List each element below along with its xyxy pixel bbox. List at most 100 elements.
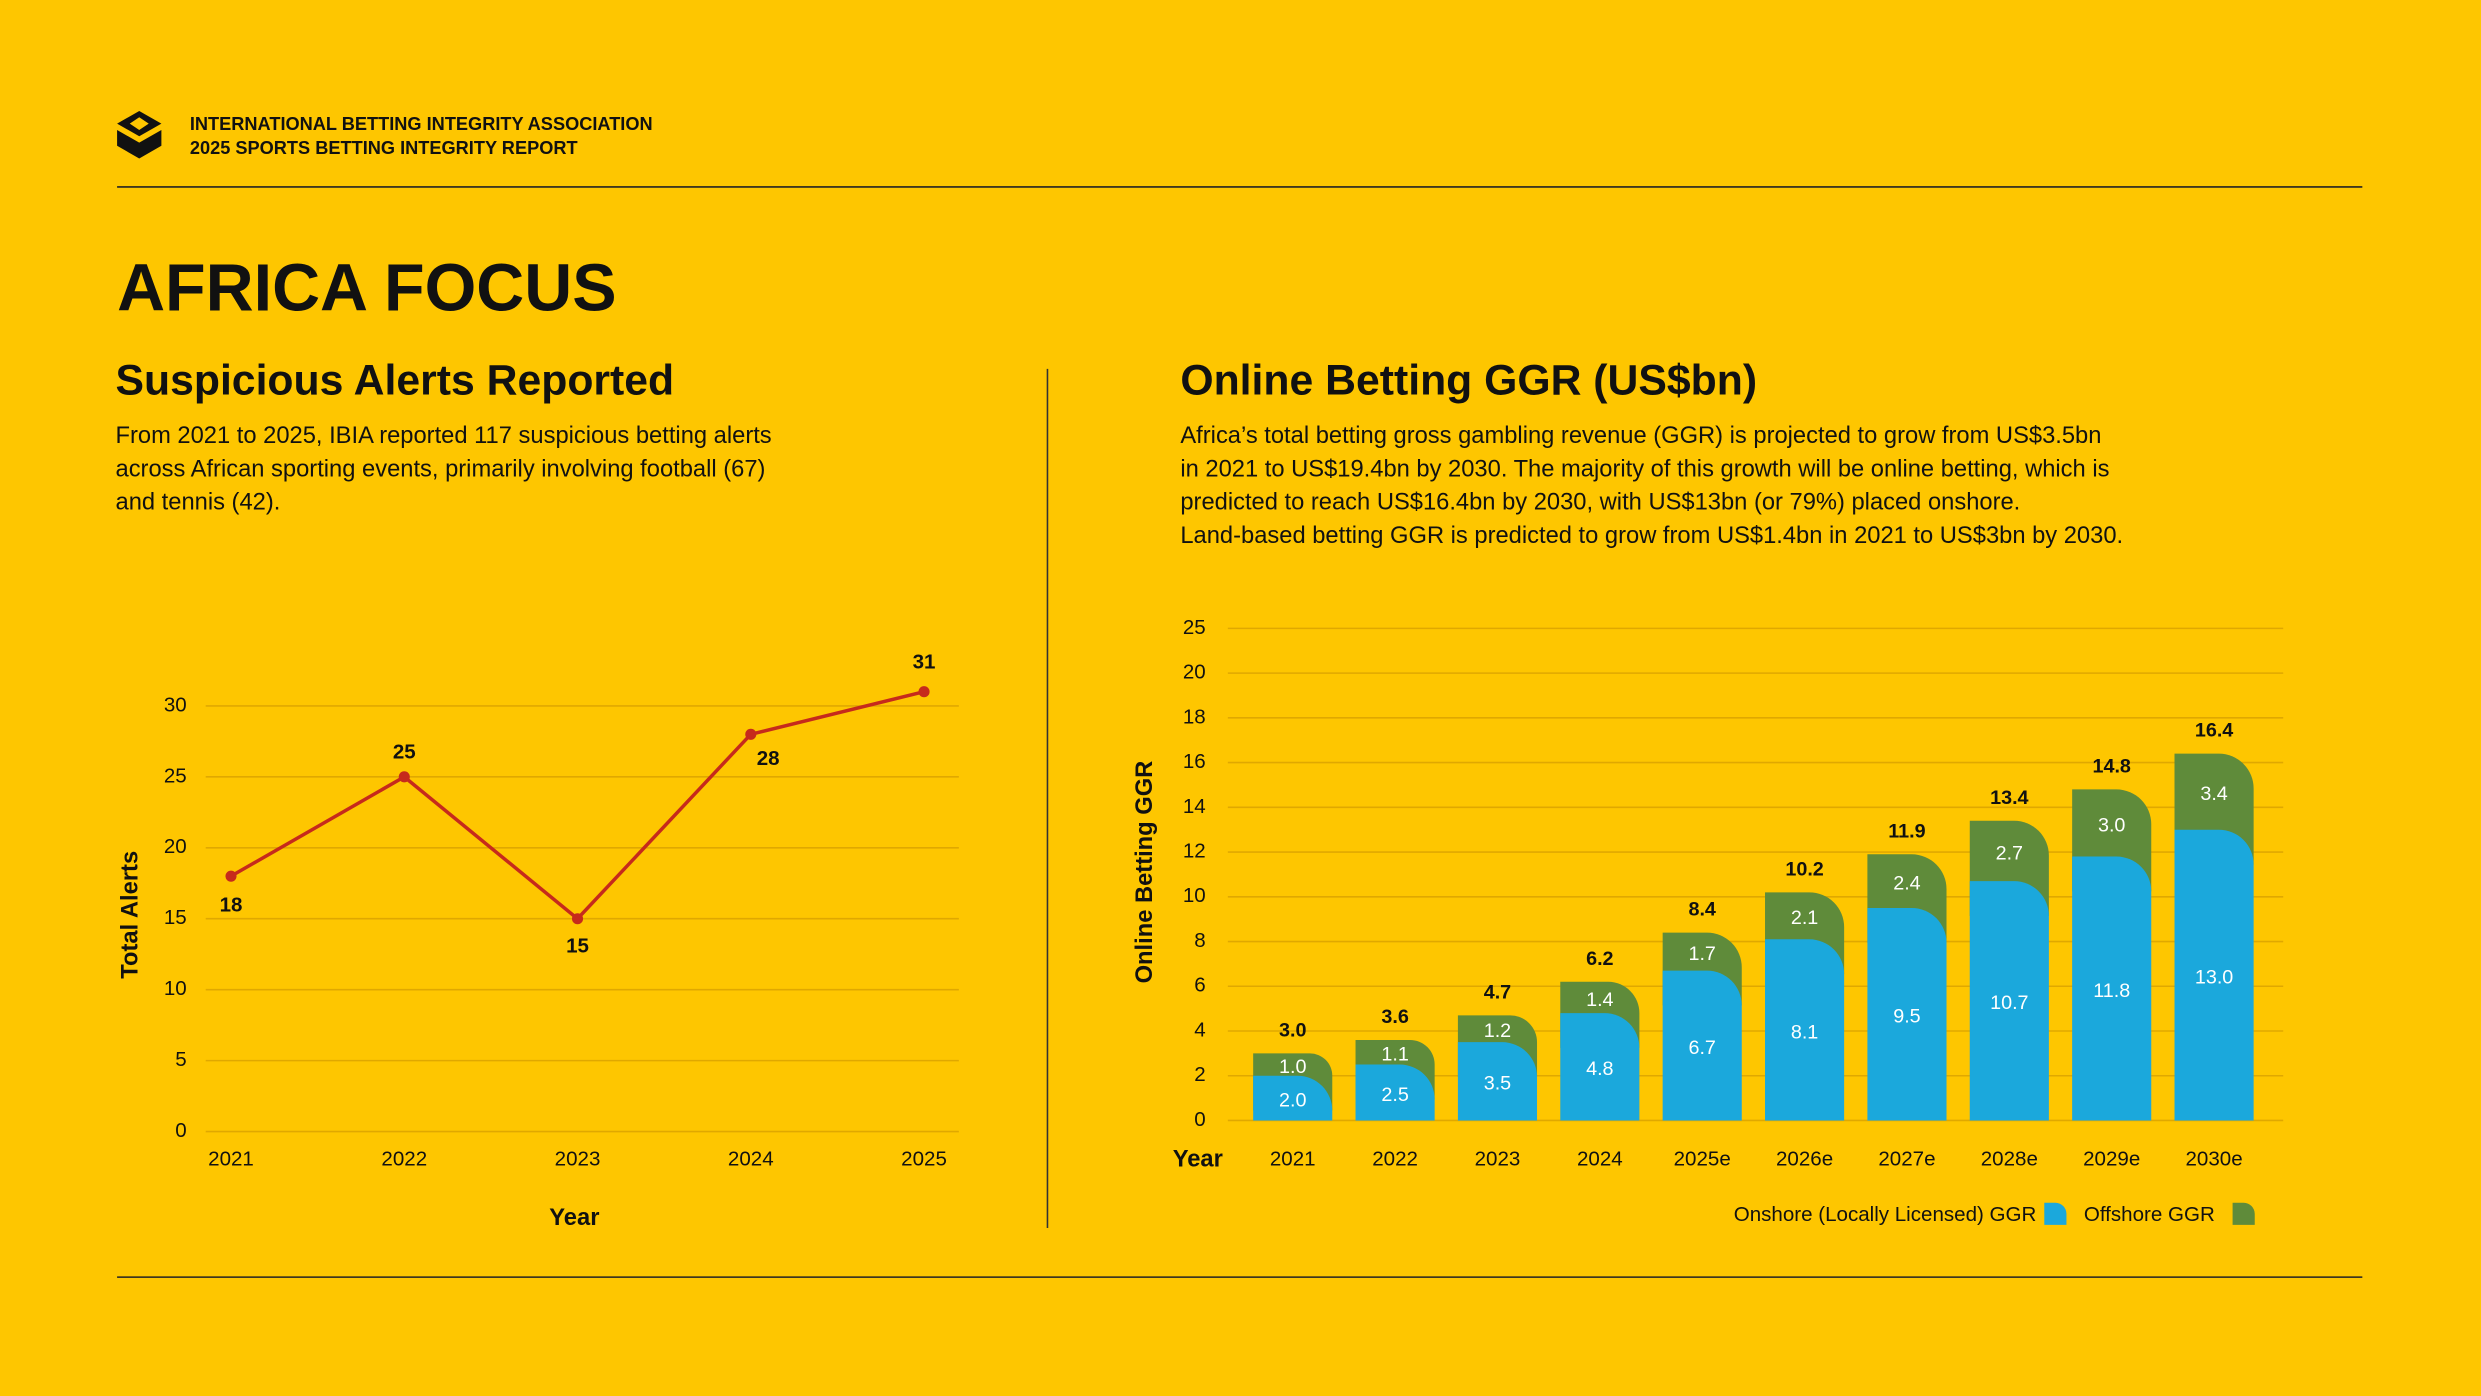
segment-label: 10.7 bbox=[1990, 992, 2028, 1014]
segment-label: 9.5 bbox=[1893, 1006, 1920, 1028]
data-label: 18 bbox=[220, 894, 243, 917]
segment-label: 8.1 bbox=[1791, 1021, 1818, 1043]
x-tick-label: 2029e bbox=[2083, 1147, 2140, 1170]
data-label: 31 bbox=[913, 651, 936, 674]
x-tick-label: 2022 bbox=[1372, 1147, 1418, 1170]
y-tick-label: 8 bbox=[1194, 929, 1205, 952]
x-tick-label: 2025e bbox=[1674, 1147, 1731, 1170]
segment-label: 3.4 bbox=[2200, 783, 2227, 805]
chart-description: and tennis (42). bbox=[116, 490, 281, 516]
segment-label: 2.4 bbox=[1893, 873, 1920, 895]
bar-segment bbox=[1867, 907, 1947, 1121]
segment-label: 1.2 bbox=[1484, 1020, 1511, 1042]
y-tick-label: 16 bbox=[1183, 750, 1206, 773]
chart-description: Land-based betting GGR is predicted to g… bbox=[1180, 523, 2123, 549]
data-point bbox=[225, 870, 237, 882]
total-label: 3.0 bbox=[1279, 1019, 1306, 1041]
total-label: 13.4 bbox=[1990, 787, 2028, 809]
y-tick-label: 6 bbox=[1194, 974, 1205, 997]
segment-label: 2.1 bbox=[1791, 907, 1818, 929]
chart-description: Africa’s total betting gross gambling re… bbox=[1180, 423, 2101, 449]
total-label: 4.7 bbox=[1484, 981, 1511, 1003]
segment-label: 4.8 bbox=[1586, 1058, 1613, 1080]
bar-segment bbox=[2174, 829, 2254, 1121]
x-tick-label: 2025 bbox=[901, 1147, 947, 1170]
legend-swatch bbox=[2044, 1202, 2067, 1225]
segment-label: 11.8 bbox=[2093, 980, 2130, 1002]
x-tick-label: 2021 bbox=[1270, 1147, 1316, 1170]
bar-segment bbox=[1969, 881, 2049, 1121]
x-tick-label: 2023 bbox=[555, 1147, 601, 1170]
bar-segment bbox=[1253, 1075, 1333, 1121]
total-label: 11.9 bbox=[1888, 820, 1925, 842]
y-axis-label: Total Alerts bbox=[118, 851, 144, 979]
segment-label: 1.4 bbox=[1586, 989, 1613, 1011]
x-tick-label: 2023 bbox=[1475, 1147, 1521, 1170]
y-tick-label: 20 bbox=[1183, 661, 1206, 684]
y-tick-label: 25 bbox=[1183, 616, 1206, 639]
bar-segment bbox=[1662, 970, 1742, 1121]
data-point bbox=[571, 913, 584, 925]
data-point bbox=[745, 728, 757, 740]
y-tick-label: 15 bbox=[164, 906, 187, 929]
legend-swatch bbox=[2232, 1202, 2255, 1225]
y-tick-label: 30 bbox=[164, 693, 187, 716]
data-label: 15 bbox=[566, 935, 589, 958]
x-axis-label: Year bbox=[549, 1205, 599, 1231]
total-label: 14.8 bbox=[2092, 755, 2130, 777]
y-tick-label: 10 bbox=[1183, 884, 1206, 907]
y-tick-label: 2 bbox=[1194, 1063, 1205, 1086]
legend-label: Offshore GGR bbox=[2084, 1203, 2215, 1226]
bar-segment bbox=[2072, 856, 2152, 1121]
y-tick-label: 5 bbox=[175, 1048, 186, 1071]
segment-label: 1.0 bbox=[1279, 1056, 1306, 1078]
segment-label: 2.0 bbox=[1279, 1089, 1306, 1111]
y-axis-label: Online Betting GGR bbox=[1132, 761, 1158, 984]
data-label: 25 bbox=[393, 741, 416, 764]
segment-label: 1.1 bbox=[1381, 1044, 1408, 1066]
bar-segment bbox=[1355, 1064, 1435, 1121]
y-tick-label: 25 bbox=[164, 764, 187, 787]
y-tick-label: 12 bbox=[1183, 839, 1206, 862]
segment-label: 2.5 bbox=[1381, 1084, 1408, 1106]
chart-description: across African sporting events, primaril… bbox=[116, 456, 766, 482]
x-tick-label: 2026e bbox=[1776, 1147, 1833, 1170]
total-label: 8.4 bbox=[1688, 899, 1715, 921]
chart-description: in 2021 to US$19.4bn by 2030. The majori… bbox=[1180, 456, 2109, 482]
x-axis-label: Year bbox=[1173, 1146, 1223, 1172]
y-tick-label: 0 bbox=[175, 1119, 186, 1142]
x-tick-label: 2021 bbox=[208, 1147, 254, 1170]
chart-title: Online Betting GGR (US$bn) bbox=[1180, 356, 1757, 404]
segment-label: 6.7 bbox=[1688, 1037, 1715, 1059]
segment-label: 3.0 bbox=[2098, 814, 2125, 836]
x-tick-label: 2027e bbox=[1878, 1147, 1935, 1170]
y-tick-label: 0 bbox=[1194, 1108, 1205, 1131]
x-tick-label: 2024 bbox=[1577, 1147, 1623, 1170]
y-tick-label: 18 bbox=[1183, 705, 1206, 728]
y-tick-label: 14 bbox=[1183, 795, 1206, 818]
x-tick-label: 2024 bbox=[728, 1147, 774, 1170]
total-label: 3.6 bbox=[1381, 1006, 1408, 1028]
y-tick-label: 10 bbox=[164, 977, 187, 1000]
page-title: AFRICA FOCUS bbox=[117, 251, 616, 325]
x-tick-label: 2028e bbox=[1981, 1147, 2038, 1170]
y-tick-label: 20 bbox=[164, 835, 187, 858]
segment-label: 1.7 bbox=[1688, 943, 1715, 965]
logo bbox=[117, 110, 162, 159]
segment-label: 2.7 bbox=[1996, 842, 2023, 864]
chart-description: predicted to reach US$16.4bn by 2030, wi… bbox=[1180, 490, 2020, 516]
org-name: INTERNATIONAL BETTING INTEGRITY ASSOCIAT… bbox=[190, 114, 653, 134]
x-tick-label: 2030e bbox=[2186, 1147, 2243, 1170]
data-point bbox=[918, 686, 930, 698]
chart-title: Suspicious Alerts Reported bbox=[116, 356, 675, 404]
segment-label: 3.5 bbox=[1484, 1073, 1511, 1095]
bar-segment bbox=[1457, 1042, 1538, 1121]
data-label: 28 bbox=[757, 747, 780, 770]
x-tick-label: 2022 bbox=[381, 1147, 427, 1170]
chart-description: From 2021 to 2025, IBIA reported 117 sus… bbox=[116, 423, 772, 449]
legend-label: Onshore (Locally Licensed) GGR bbox=[1734, 1203, 2037, 1226]
total-label: 16.4 bbox=[2195, 720, 2233, 742]
